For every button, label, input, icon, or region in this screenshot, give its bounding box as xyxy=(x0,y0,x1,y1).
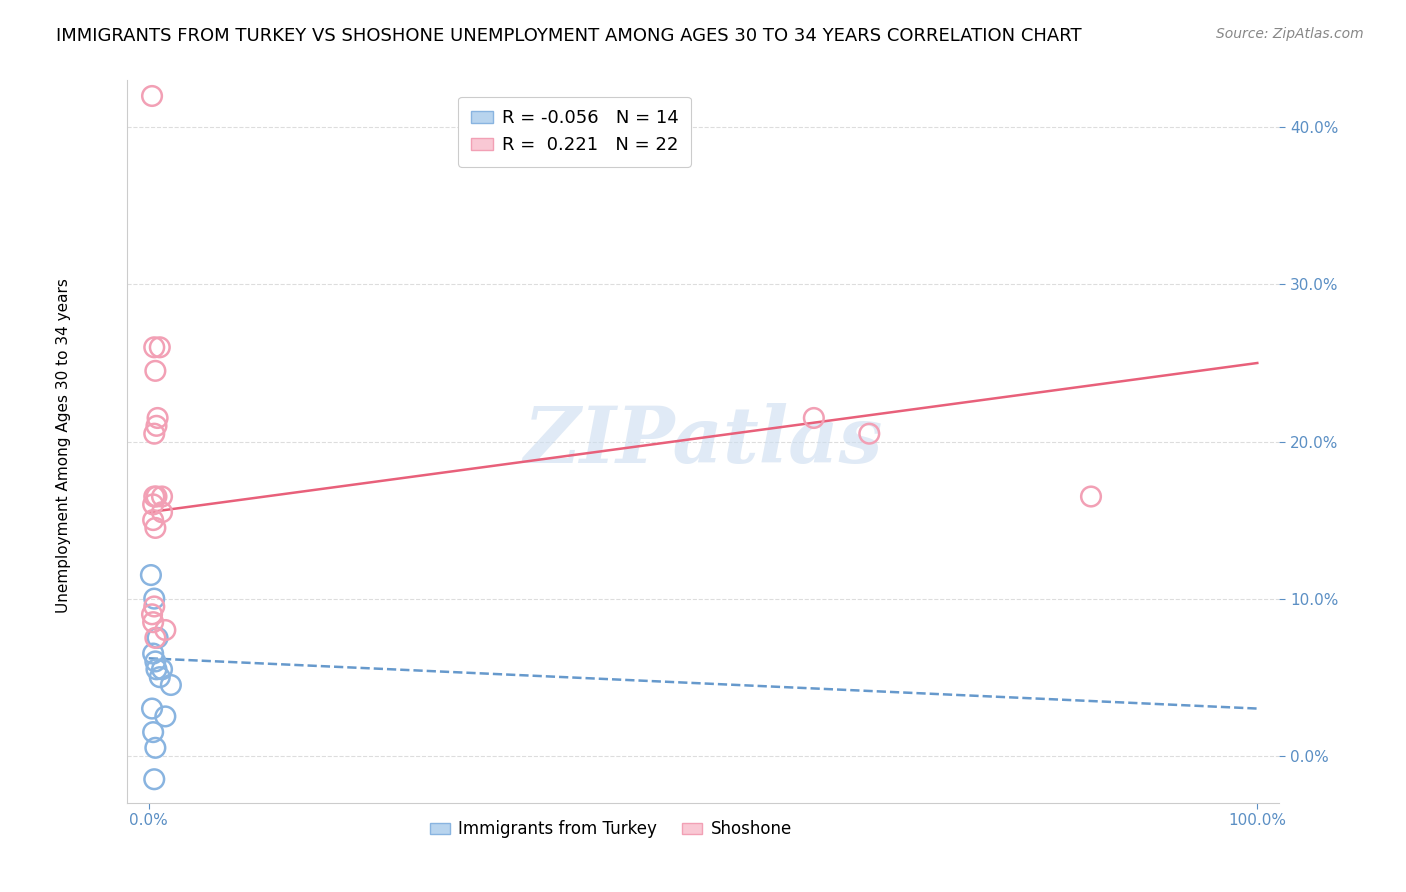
Point xyxy=(142,725,165,739)
Point xyxy=(145,655,166,669)
Point xyxy=(143,599,166,614)
Point xyxy=(141,701,163,715)
Point xyxy=(150,490,173,504)
Point xyxy=(141,607,163,622)
Point xyxy=(145,662,167,676)
Point xyxy=(150,505,173,519)
Text: Unemployment Among Ages 30 to 34 years: Unemployment Among Ages 30 to 34 years xyxy=(56,278,70,614)
Point xyxy=(141,89,163,103)
Point xyxy=(146,631,169,645)
Point xyxy=(145,740,166,755)
Point xyxy=(145,490,167,504)
Text: Source: ZipAtlas.com: Source: ZipAtlas.com xyxy=(1216,27,1364,41)
Point xyxy=(145,521,166,535)
Point xyxy=(145,364,166,378)
Point xyxy=(155,623,177,637)
Text: ZIPatlas: ZIPatlas xyxy=(523,403,883,480)
Legend: Immigrants from Turkey, Shoshone: Immigrants from Turkey, Shoshone xyxy=(423,814,799,845)
Point xyxy=(145,418,167,433)
Point xyxy=(150,662,173,676)
Point xyxy=(1080,490,1102,504)
Point xyxy=(143,426,166,441)
Point xyxy=(142,647,165,661)
Point xyxy=(149,340,172,354)
Point xyxy=(803,411,825,425)
Point xyxy=(160,678,183,692)
Point xyxy=(149,670,172,684)
Point xyxy=(142,513,165,527)
Point xyxy=(142,497,165,511)
Point xyxy=(858,426,880,441)
Point xyxy=(143,340,166,354)
Point xyxy=(142,615,165,630)
Point xyxy=(143,490,166,504)
Point xyxy=(155,709,177,723)
Point xyxy=(143,591,166,606)
Text: IMMIGRANTS FROM TURKEY VS SHOSHONE UNEMPLOYMENT AMONG AGES 30 TO 34 YEARS CORREL: IMMIGRANTS FROM TURKEY VS SHOSHONE UNEMP… xyxy=(56,27,1081,45)
Point xyxy=(139,568,162,582)
Point xyxy=(146,411,169,425)
Point xyxy=(145,631,166,645)
Point xyxy=(143,772,166,787)
